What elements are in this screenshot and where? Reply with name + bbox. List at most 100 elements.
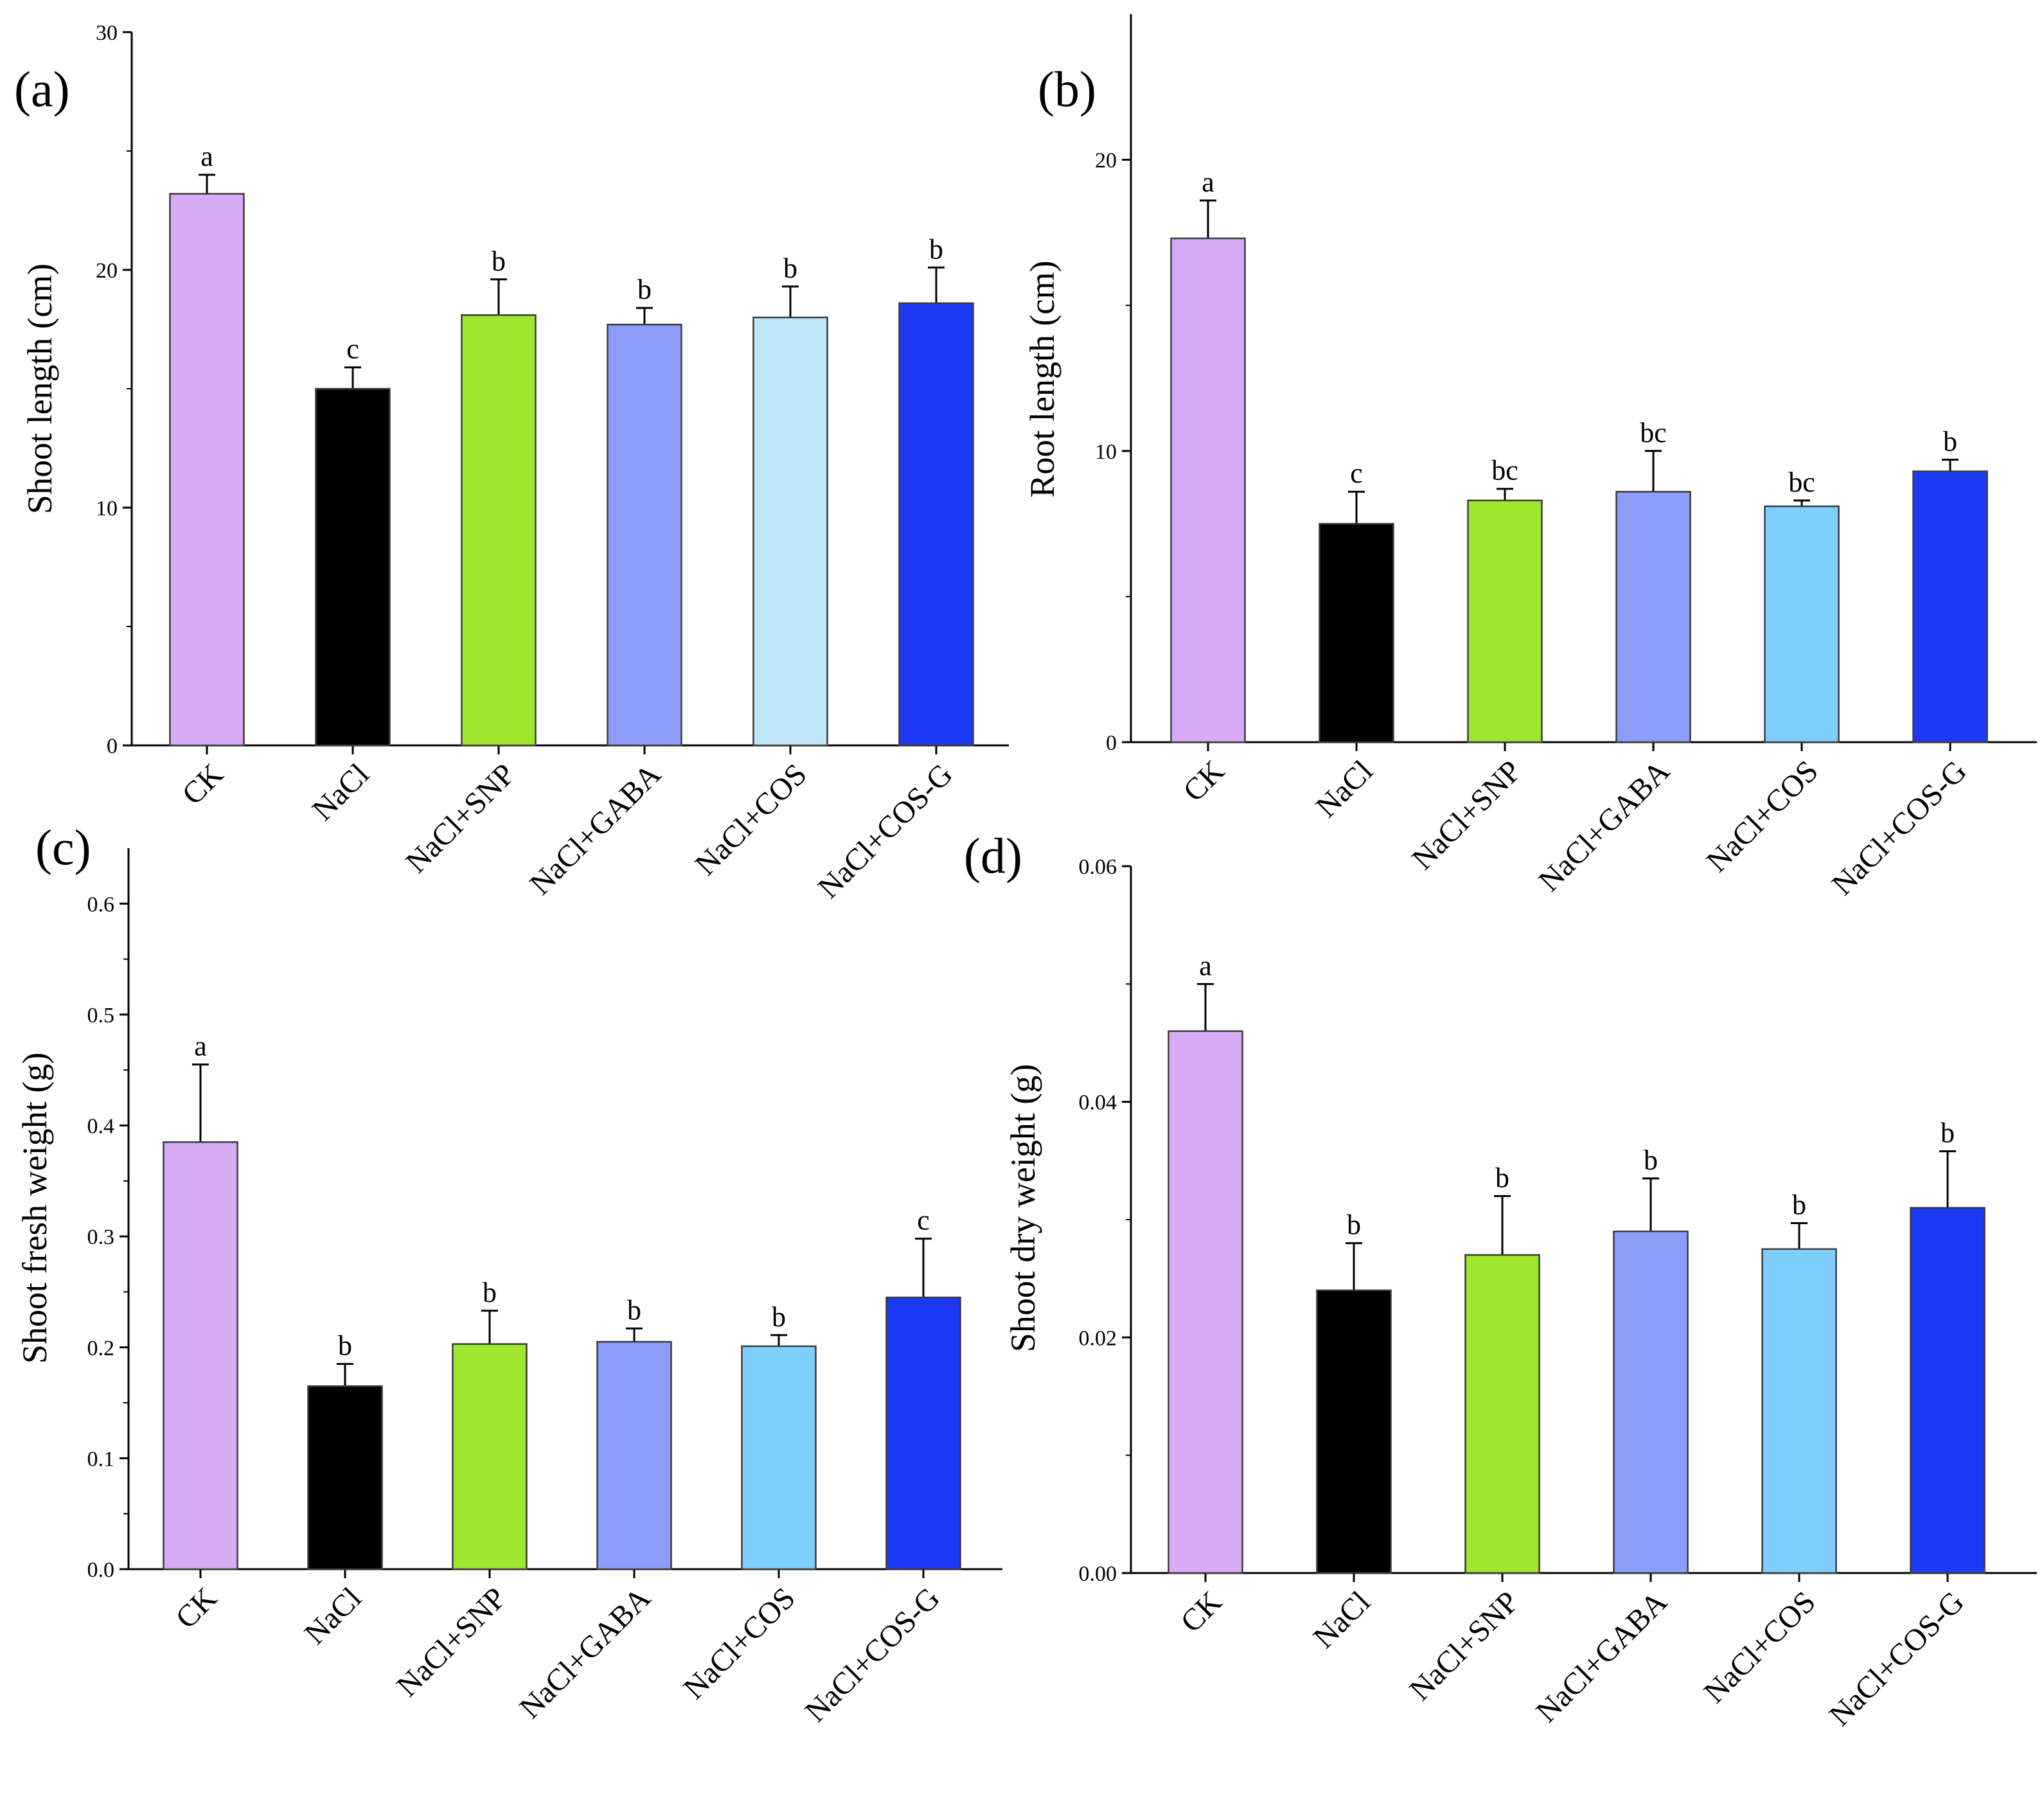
- bar: [163, 1141, 238, 1570]
- panel-tag-c: (c): [35, 819, 91, 875]
- x-category-label: NaCl+GABA: [1529, 1585, 1674, 1729]
- x-category-label: NaCl+SNP: [1405, 754, 1528, 876]
- significance-label: b: [483, 1277, 497, 1308]
- panel-d: (d) 0.00 0.02 0.04 0.06 Shoot dry weight (g)…: [964, 828, 2037, 1732]
- x-category-label: NaCl+COS-G: [812, 757, 959, 905]
- significance-label: b: [783, 253, 797, 284]
- x-category-label: NaCl+COS: [1697, 1585, 1822, 1709]
- y-tick-label: 0: [107, 734, 118, 758]
- y-tick-label: 0.2: [87, 1337, 115, 1360]
- bar: [1764, 505, 1840, 743]
- x-category-label: NaCl+COS: [677, 1581, 801, 1705]
- bar: [1761, 1248, 1837, 1574]
- bar: [1316, 1289, 1392, 1574]
- y-tick-label: 0.6: [87, 893, 115, 916]
- panel-a: (a) 0 10 20 30 Shoot length (cm) a CK c NaCl b NaC…: [14, 21, 1009, 905]
- y-axis-title: Shoot dry weight (g): [1004, 1064, 1042, 1352]
- x-category-label: CK: [1177, 754, 1231, 808]
- x-category-label: CK: [175, 757, 230, 812]
- significance-label: a: [1202, 166, 1214, 198]
- significance-label: b: [1495, 1162, 1509, 1193]
- bar: [752, 316, 828, 747]
- x-category-label: NaCl+SNP: [399, 757, 522, 880]
- x-category-label: NaCl+SNP: [1403, 1585, 1525, 1707]
- y-tick-label: 30: [96, 21, 118, 45]
- significance-label: b: [1792, 1189, 1806, 1221]
- bar: [1615, 490, 1691, 743]
- significance-label: b: [1941, 1117, 1955, 1149]
- bar: [307, 1385, 383, 1570]
- y-axis-title: Shoot fresh weight (g): [15, 1053, 54, 1364]
- y-tick-label: 0.0: [87, 1558, 115, 1582]
- panel-c: (c) 0.0 0.1 0.2 0.3 0.4 0.5 0.6 Shoot fresh wei…: [15, 819, 1002, 1729]
- bar: [1912, 470, 1988, 743]
- bar: [452, 1343, 528, 1570]
- bar: [1319, 522, 1394, 743]
- bar: [169, 193, 245, 747]
- significance-label: b: [1943, 425, 1957, 457]
- x-category-label: NaCl+COS-G: [1823, 1585, 1971, 1732]
- y-tick-label: 10: [1095, 440, 1117, 464]
- y-tick-label: 0.06: [1079, 855, 1117, 879]
- significance-label: c: [346, 333, 359, 365]
- panel-b: (b) 0 10 20 Root length (cm) a CK c NaCl bc NaCl+…: [1023, 14, 2037, 902]
- significance-label: a: [194, 1031, 207, 1062]
- bar: [1910, 1207, 1986, 1574]
- bar: [1170, 237, 1246, 743]
- significance-label: b: [637, 274, 652, 305]
- y-tick-label: 20: [96, 259, 118, 283]
- x-category-label: NaCl+COS-G: [1826, 754, 1973, 902]
- significance-label: a: [1199, 950, 1212, 981]
- significance-label: a: [200, 141, 213, 172]
- significance-label: bc: [1640, 417, 1667, 449]
- y-tick-label: 0.3: [87, 1225, 115, 1249]
- x-category-label: NaCl+GABA: [523, 757, 668, 902]
- significance-label: c: [1350, 458, 1363, 489]
- y-tick-label: 0.1: [87, 1447, 115, 1471]
- bar: [315, 387, 391, 747]
- significance-label: b: [627, 1294, 641, 1326]
- panel-tag-b: (b): [1038, 61, 1096, 117]
- bar: [885, 1296, 961, 1570]
- panel-tag-a: (a): [14, 61, 70, 117]
- y-tick-label: 20: [1095, 149, 1117, 173]
- x-category-label: CK: [169, 1581, 224, 1635]
- bar: [1168, 1030, 1243, 1574]
- y-tick-label: 0.4: [87, 1115, 115, 1139]
- bar: [741, 1345, 817, 1570]
- bar: [1464, 1254, 1540, 1574]
- bar: [1467, 499, 1543, 743]
- x-category-label: NaCl+SNP: [390, 1581, 513, 1703]
- x-category-label: NaCl: [298, 1581, 368, 1651]
- significance-label: b: [1644, 1144, 1658, 1176]
- x-category-label: CK: [1174, 1585, 1229, 1639]
- significance-label: bc: [1788, 467, 1815, 498]
- y-tick-label: 0: [1106, 731, 1117, 755]
- significance-label: b: [492, 245, 506, 277]
- y-axis-title: Shoot length (cm): [21, 263, 59, 514]
- x-category-label: NaCl: [1307, 1585, 1377, 1655]
- x-category-label: NaCl: [1310, 754, 1380, 824]
- significance-label: b: [929, 233, 943, 265]
- significance-label: b: [772, 1301, 786, 1333]
- x-category-label: NaCl+GABA: [1532, 754, 1676, 898]
- y-tick-label: 0.00: [1079, 1562, 1117, 1586]
- y-tick-label: 0.02: [1079, 1326, 1117, 1350]
- x-category-label: NaCl+COS: [1700, 754, 1824, 878]
- significance-label: b: [1347, 1209, 1361, 1241]
- y-tick-label: 0.5: [87, 1004, 115, 1027]
- y-tick-label: 0.04: [1079, 1091, 1117, 1115]
- x-category-label: NaCl+GABA: [513, 1581, 657, 1725]
- x-category-label: NaCl+COS: [688, 757, 813, 882]
- bar: [461, 314, 537, 747]
- significance-label: b: [338, 1330, 352, 1362]
- bar: [898, 302, 974, 747]
- significance-label: c: [917, 1205, 930, 1236]
- y-tick-label: 10: [96, 497, 118, 520]
- panel-tag-d: (d): [964, 828, 1022, 884]
- x-category-label: NaCl: [306, 757, 376, 827]
- x-category-label: NaCl+COS-G: [799, 1581, 946, 1729]
- significance-label: bc: [1491, 455, 1518, 486]
